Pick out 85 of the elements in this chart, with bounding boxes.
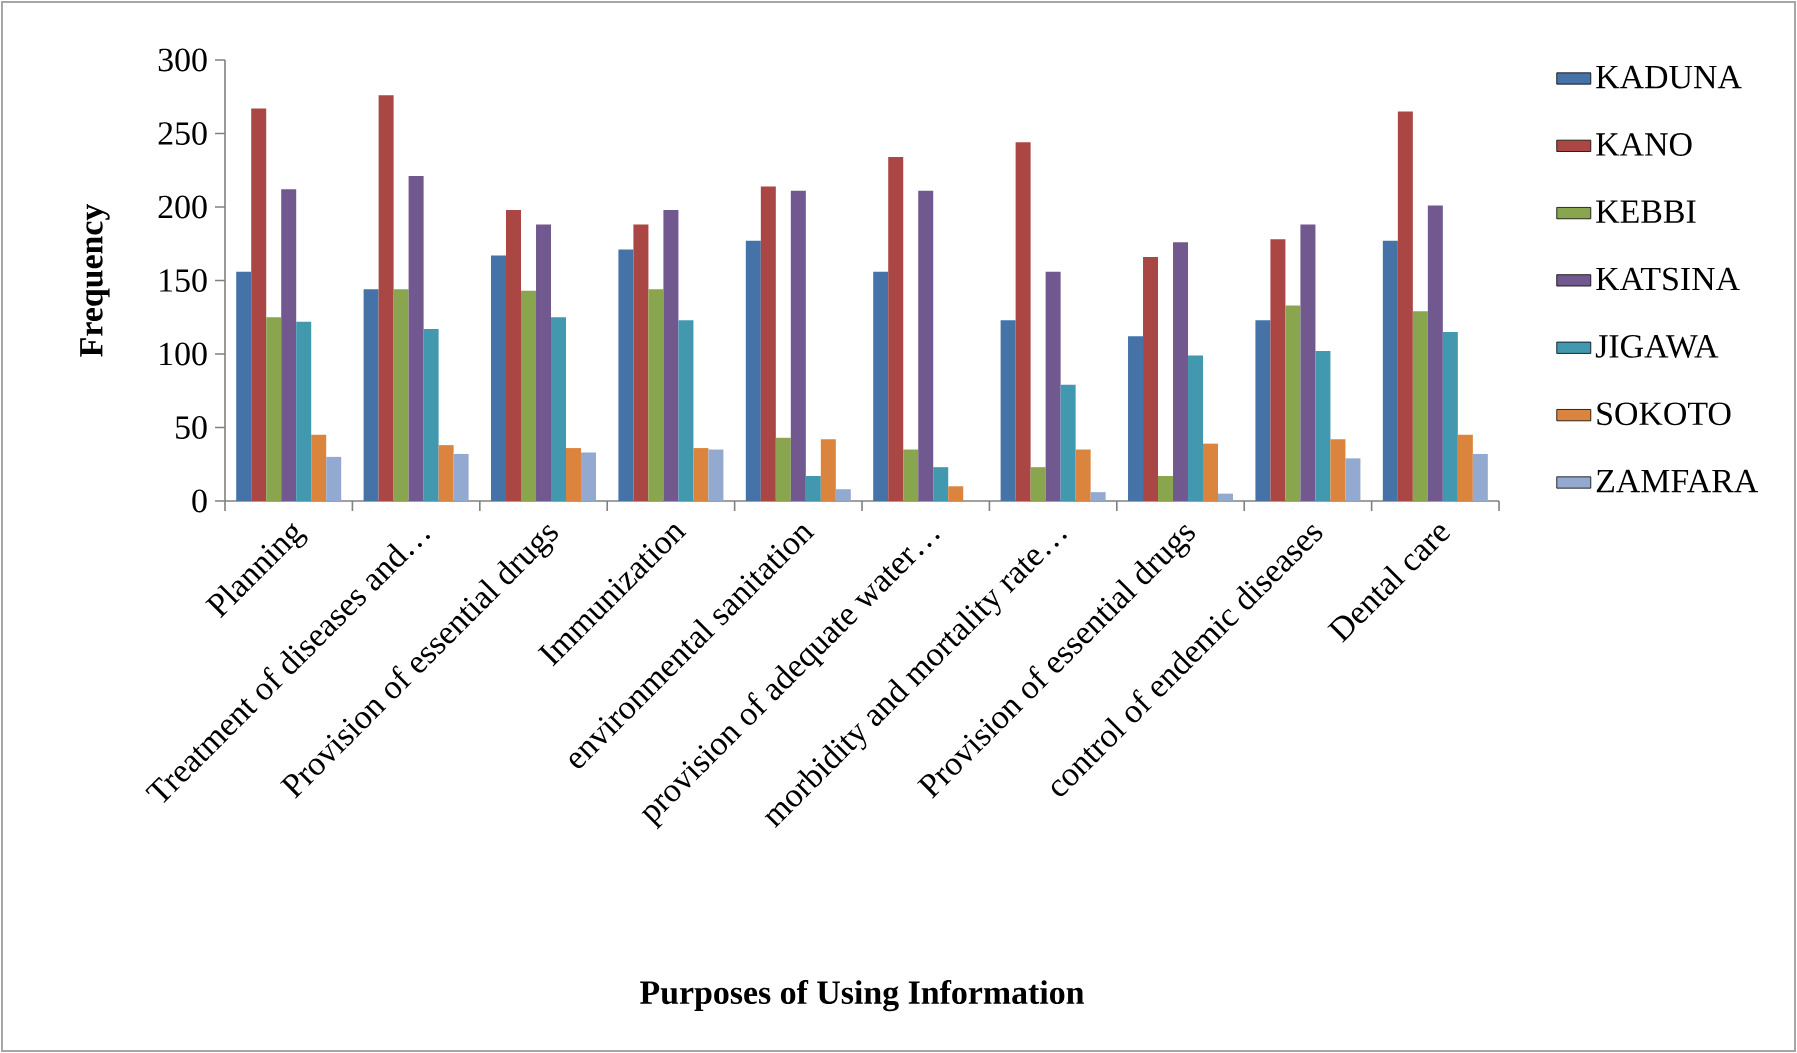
bar (1015, 142, 1031, 501)
legend-label: SOKOTO (1597, 402, 1731, 426)
bar (918, 190, 934, 501)
bar (566, 448, 582, 501)
bar (1045, 271, 1061, 501)
bar (693, 448, 709, 501)
y-axis-title: Frequency (80, 203, 110, 357)
legend-label: KATSINA (1596, 267, 1740, 291)
bar (1412, 311, 1428, 501)
bar (296, 321, 312, 501)
bar (873, 271, 889, 501)
bar (393, 289, 409, 501)
bar (1330, 439, 1346, 501)
bar (1030, 467, 1046, 501)
y-tick-label: 0 (192, 489, 207, 513)
bar (266, 317, 282, 501)
bar (775, 437, 791, 501)
bar (1457, 434, 1473, 501)
bar (378, 95, 394, 501)
bar (1075, 449, 1091, 501)
bar (1472, 453, 1488, 501)
bar (1173, 242, 1189, 501)
bar (745, 240, 761, 501)
bar (1315, 351, 1331, 501)
bar (820, 439, 836, 501)
bar (423, 328, 439, 501)
bar (1345, 458, 1361, 501)
bar (1158, 475, 1174, 501)
bar (453, 453, 469, 501)
bar (760, 186, 776, 501)
bar (835, 489, 851, 501)
bar (281, 189, 297, 501)
bar (948, 486, 964, 501)
bar (1090, 492, 1106, 501)
bar (1300, 224, 1316, 501)
y-tick-label: 150 (160, 269, 207, 292)
bar (1427, 205, 1443, 501)
bar (1382, 240, 1398, 501)
x-axis-title: Purposes of Using Information (640, 979, 1084, 1012)
bar (536, 224, 552, 501)
legend-label: KADUNA (1596, 65, 1742, 89)
bar (581, 452, 597, 501)
bar (506, 209, 522, 501)
bar (1203, 443, 1219, 501)
bar (1143, 256, 1159, 501)
bar (805, 475, 821, 501)
y-tick-label: 250 (158, 122, 207, 145)
bar (521, 290, 537, 501)
bar (790, 190, 806, 501)
y-tick-label: 50 (176, 416, 207, 439)
bar (1255, 320, 1271, 501)
legend-label: JIGAWA (1595, 335, 1719, 358)
bar (933, 467, 949, 501)
bar (1218, 493, 1234, 501)
bar (633, 224, 649, 501)
legend-label: KANO (1596, 133, 1692, 156)
legend-label: KEBBI (1596, 200, 1696, 223)
bar (1270, 239, 1286, 501)
bar (678, 320, 694, 501)
bar (1285, 305, 1301, 501)
bar (618, 249, 634, 501)
bar (1188, 355, 1204, 501)
y-tick-label: 300 (158, 48, 207, 72)
bar (236, 271, 252, 501)
y-tick-label: 100 (160, 342, 207, 366)
bar (326, 456, 342, 501)
legend-label: ZAMFARA (1596, 469, 1759, 493)
bar (708, 449, 724, 501)
bar (663, 209, 679, 501)
y-tick-label: 200 (158, 195, 207, 219)
bar (903, 449, 919, 501)
bar (1397, 111, 1413, 501)
bar (551, 317, 567, 501)
bar (491, 255, 507, 501)
bar (1128, 336, 1144, 501)
bar (311, 434, 327, 501)
bar (888, 157, 904, 501)
bar (648, 289, 664, 501)
bar (251, 108, 267, 501)
bar (1060, 384, 1076, 501)
bar (1442, 331, 1458, 501)
bar (408, 176, 424, 501)
bar (363, 289, 379, 501)
bar (1000, 320, 1016, 501)
bar (438, 445, 454, 501)
